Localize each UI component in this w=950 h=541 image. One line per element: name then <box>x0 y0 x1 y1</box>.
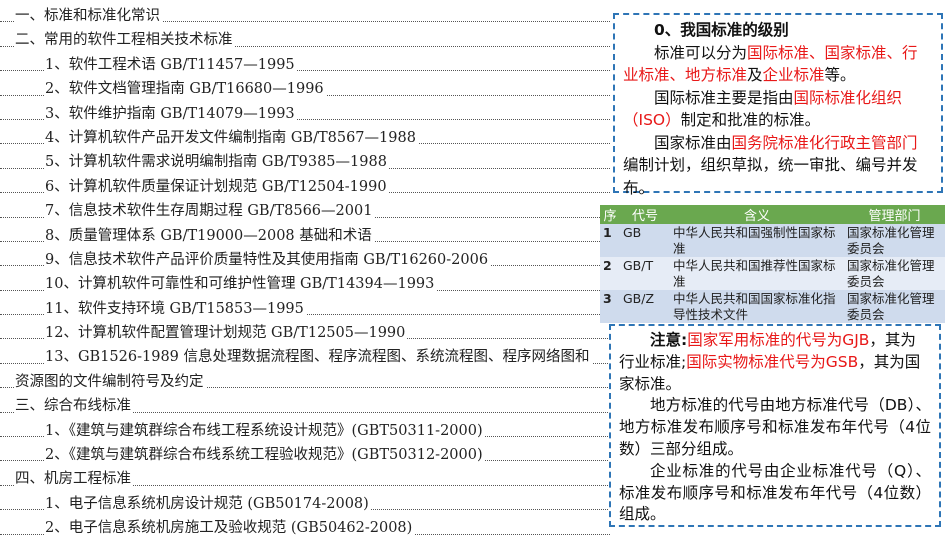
toc-item-text: 10、计算机软件可靠性和可维护性管理 GB/T14394—1993 <box>45 276 437 293</box>
toc-item-text: 2、电子信息系统机房施工及验收规范 (GB50462-2008) <box>45 520 415 537</box>
toc-item-text: 资源图的文件编制符号及约定 <box>15 373 206 390</box>
toc-item-text: 8、质量管理体系 GB/T19000—2008 基础和术语 <box>45 227 374 244</box>
toc-item-text: 2、软件文档管理指南 GB/T16680—1996 <box>45 81 326 98</box>
toc-item: 一、标准和标准化常识 <box>0 4 610 28</box>
row-index: 3 <box>600 290 620 323</box>
standard-levels-box: 0、我国标准的级别 标准可以分为国际标准、国家标准、行业标准、地方标准及企业标准… <box>613 13 943 197</box>
toc-item-text: 一、标准和标准化常识 <box>15 8 162 24</box>
toc-item-text: 4、计算机软件产品开发文件编制指南 GB/T8567—1988 <box>45 129 418 146</box>
toc-item: 资源图的文件编制符号及约定 <box>0 370 610 394</box>
toc-item: 2、《建筑与建筑群综合布线系统工程验收规范》(GBT50312-2000) <box>0 443 610 467</box>
toc-item: 9、信息技术软件产品评价质量特性及其使用指南 GB/T16260-2006 <box>0 248 610 272</box>
toc-item-text: 1、电子信息系统机房设计规范 (GB50174-2008) <box>45 495 371 512</box>
note-paragraph: 注意:国家军用标准的代号为GJB，其为行业标准;国际实物标准代号为GSB，其为国… <box>619 331 921 393</box>
toc-item: 1、软件工程术语 GB/T11457—1995 <box>0 53 610 77</box>
toc-item: 1、电子信息系统机房设计规范 (GB50174-2008) <box>0 492 610 516</box>
note-box: 注意:国家军用标准的代号为GJB，其为行业标准;国际实物标准代号为GSB，其为国… <box>609 324 941 527</box>
toc-item: 4、计算机软件产品开发文件编制指南 GB/T8567—1988 <box>0 126 610 150</box>
toc-item: 三、综合布线标准 <box>0 394 610 418</box>
toc-item-text: 2、《建筑与建筑群综合布线系统工程验收规范》(GBT50312-2000) <box>45 447 485 464</box>
toc-item-text: 12、计算机软件配置管理计划规范 GB/T12505—1990 <box>45 325 408 342</box>
table-row: 3 GB/Z 中华人民共和国国家标准化指导性技术文件 国家标准化管理委员会 <box>600 290 945 323</box>
row-index: 1 <box>600 224 620 257</box>
table-row: 2 GB/T 中华人民共和国推荐性国家标准 国家标准化管理委员会 <box>600 257 945 290</box>
toc-item-text: 13、GB1526-1989 信息处理数据流程图、程序流程图、系统流程图、程序网… <box>45 349 592 366</box>
row-meaning: 中华人民共和国推荐性国家标准 <box>670 257 844 290</box>
header-department: 管理部门 <box>844 205 945 224</box>
paragraph-national: 国家标准由国务院标准化行政主管部门编制计划，组织草拟，统一审批、编号并发布。 <box>623 133 918 197</box>
row-meaning: 中华人民共和国强制性国家标准 <box>670 224 844 257</box>
toc-item: 13、GB1526-1989 信息处理数据流程图、程序流程图、系统流程图、程序网… <box>0 345 610 369</box>
local-standard-paragraph: 地方标准的代号由地方标准代号（DB）、地方标准发布顺序号和标准发布年代号（4位数… <box>619 396 931 458</box>
toc-item: 7、信息技术软件生存周期过程 GB/T8566—2001 <box>0 199 610 223</box>
enterprise-standard-paragraph: 企业标准的代号由企业标准代号（Q）、标准发布顺序号和标准发布年代号（4位数）组成… <box>619 461 931 524</box>
toc-item: 2、电子信息系统机房施工及验收规范 (GB50462-2008) <box>0 516 610 540</box>
row-meaning: 中华人民共和国国家标准化指导性技术文件 <box>670 290 844 323</box>
toc-item: 11、软件支持环境 GB/T15853—1995 <box>0 297 610 321</box>
row-department: 国家标准化管理委员会 <box>844 224 945 257</box>
header-code: 代号 <box>620 205 670 224</box>
header-index: 序 <box>600 205 620 224</box>
standards-outline: 一、标准和标准化常识二、常用的软件工程相关技术标准 1、软件工程术语 GB/T11… <box>0 4 610 541</box>
toc-item: 3、软件维护指南 GB/T14079—1993 <box>0 102 610 126</box>
toc-item: 12、计算机软件配置管理计划规范 GB/T12505—1990 <box>0 321 610 345</box>
row-department: 国家标准化管理委员会 <box>844 257 945 290</box>
toc-item: 6、计算机软件质量保证计划规范 GB/T12504-1990 <box>0 175 610 199</box>
toc-item: 8、质量管理体系 GB/T19000—2008 基础和术语 <box>0 224 610 248</box>
toc-item-text: 7、信息技术软件生存周期过程 GB/T8566—2001 <box>45 203 375 220</box>
toc-item-text: 11、软件支持环境 GB/T15853—1995 <box>45 300 306 317</box>
toc-item-text: 9、信息技术软件产品评价质量特性及其使用指南 GB/T16260-2006 <box>45 251 491 268</box>
toc-item-text: 1、软件工程术语 GB/T11457—1995 <box>45 56 297 73</box>
row-code: GB/Z <box>620 290 670 323</box>
toc-item-text: 3、软件维护指南 GB/T14079—1993 <box>45 105 297 122</box>
header-meaning: 含义 <box>670 205 844 224</box>
toc-item-text: 三、综合布线标准 <box>15 398 133 415</box>
paragraph-levels: 标准可以分为国际标准、国家标准、行业标准、地方标准及企业标准等。 <box>623 43 918 85</box>
toc-item: 二、常用的软件工程相关技术标准 <box>0 28 610 52</box>
toc-item: 四、机房工程标准 <box>0 467 610 491</box>
row-department: 国家标准化管理委员会 <box>844 290 945 323</box>
toc-item-text: 二、常用的软件工程相关技术标准 <box>15 32 235 49</box>
paragraph-international: 国际标准主要是指由国际标准化组织（ISO）制定和批准的标准。 <box>623 88 903 130</box>
row-code: GB <box>620 224 670 257</box>
toc-item-text: 1、《建筑与建筑群综合布线工程系统设计规范》(GBT50311-2000) <box>45 422 485 439</box>
toc-item-text: 5、计算机软件需求说明编制指南 GB/T9385—1988 <box>45 154 389 171</box>
toc-item: 2、软件文档管理指南 GB/T16680—1996 <box>0 77 610 101</box>
toc-item-text: 四、机房工程标准 <box>15 471 133 488</box>
box-title: 0、我国标准的级别 <box>654 21 789 39</box>
toc-item: 1、《建筑与建筑群综合布线工程系统设计规范》(GBT50311-2000) <box>0 419 610 443</box>
row-code: GB/T <box>620 257 670 290</box>
table-row: 1 GB 中华人民共和国强制性国家标准 国家标准化管理委员会 <box>600 224 945 257</box>
toc-item-text: 6、计算机软件质量保证计划规范 GB/T12504-1990 <box>45 178 389 195</box>
row-index: 2 <box>600 257 620 290</box>
toc-item: 5、计算机软件需求说明编制指南 GB/T9385—1988 <box>0 150 610 174</box>
toc-item: 10、计算机软件可靠性和可维护性管理 GB/T14394—1993 <box>0 272 610 296</box>
standard-codes-table: 序 代号 含义 管理部门 1 GB 中华人民共和国强制性国家标准 国家标准化管理委员会… <box>600 205 945 323</box>
